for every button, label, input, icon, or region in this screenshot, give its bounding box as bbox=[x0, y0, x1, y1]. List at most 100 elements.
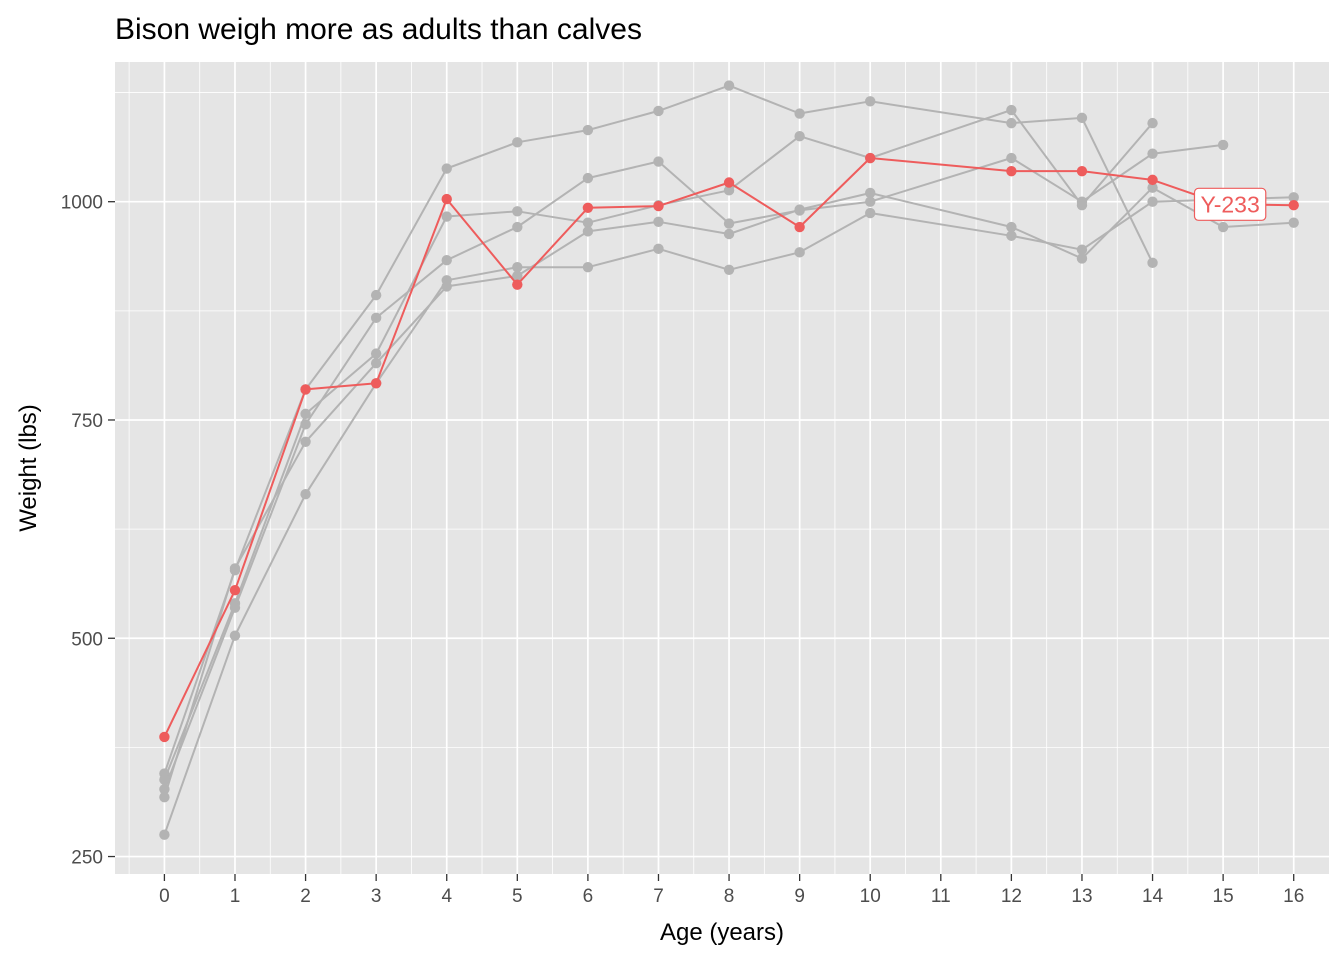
data-point bbox=[1147, 148, 1158, 159]
data-point bbox=[865, 96, 876, 107]
data-point bbox=[582, 172, 594, 184]
data-point bbox=[1076, 112, 1088, 124]
data-point bbox=[512, 137, 523, 148]
data-point bbox=[441, 275, 452, 286]
data-point bbox=[1076, 253, 1088, 264]
data-point bbox=[441, 211, 452, 222]
data-point bbox=[441, 254, 452, 266]
data-point bbox=[582, 217, 594, 228]
y-tick-label: 250 bbox=[71, 848, 103, 869]
data-point bbox=[1076, 244, 1088, 255]
data-point bbox=[723, 264, 735, 276]
data-point bbox=[512, 279, 523, 290]
series-layer bbox=[159, 80, 1299, 840]
series-line bbox=[163, 84, 1154, 774]
x-tick-label: 13 bbox=[1071, 886, 1092, 907]
y-axis-title: Weight (lbs) bbox=[15, 404, 42, 532]
y-tick-label: 500 bbox=[71, 629, 103, 650]
data-point bbox=[1006, 221, 1017, 233]
data-point bbox=[229, 602, 241, 613]
data-point bbox=[653, 243, 664, 255]
data-point bbox=[300, 419, 311, 430]
data-point bbox=[370, 348, 382, 359]
x-axis-title: Age (years) bbox=[660, 919, 784, 946]
series-line bbox=[163, 186, 1294, 798]
background-series bbox=[159, 139, 1229, 795]
x-tick-label: 2 bbox=[300, 886, 311, 907]
data-point bbox=[1147, 196, 1158, 207]
data-point bbox=[1006, 230, 1017, 241]
data-point bbox=[1076, 196, 1088, 207]
data-point bbox=[582, 124, 594, 136]
data-point bbox=[370, 358, 382, 369]
data-point bbox=[794, 108, 805, 119]
highlight-label-box bbox=[1193, 187, 1267, 221]
data-point bbox=[723, 185, 735, 196]
data-point bbox=[159, 731, 170, 743]
data-point bbox=[865, 196, 876, 207]
highlight-label: Y-233 bbox=[1200, 191, 1259, 217]
highlight-annotation: Y-233 bbox=[1193, 187, 1267, 221]
x-tick-label: 3 bbox=[371, 886, 382, 907]
data-point bbox=[582, 226, 594, 237]
data-point bbox=[1006, 117, 1017, 129]
chart-title: Bison weigh more as adults than calves bbox=[115, 13, 642, 46]
data-point bbox=[653, 216, 664, 227]
x-tick-label: 4 bbox=[441, 886, 452, 907]
data-point bbox=[1288, 192, 1299, 203]
data-point bbox=[865, 152, 876, 164]
data-point bbox=[159, 829, 170, 840]
x-tick-label: 11 bbox=[931, 886, 951, 907]
data-point bbox=[512, 261, 523, 273]
data-point bbox=[300, 408, 311, 420]
x-tick-label: 16 bbox=[1283, 886, 1304, 907]
data-point bbox=[1147, 117, 1158, 129]
data-point bbox=[582, 261, 594, 273]
data-point bbox=[300, 488, 311, 500]
data-point bbox=[370, 289, 382, 301]
data-point bbox=[441, 163, 452, 174]
data-point bbox=[1217, 221, 1229, 233]
data-point bbox=[370, 378, 382, 389]
series-line bbox=[163, 157, 1294, 738]
data-point bbox=[653, 156, 664, 167]
data-point bbox=[229, 630, 241, 641]
data-point bbox=[1147, 174, 1158, 186]
data-point bbox=[865, 207, 876, 219]
data-point bbox=[370, 312, 382, 324]
data-point bbox=[1288, 217, 1299, 228]
data-point bbox=[1147, 257, 1158, 269]
highlight-series bbox=[159, 152, 1299, 743]
background-series bbox=[159, 182, 1299, 803]
data-point bbox=[794, 131, 805, 142]
x-tick-label: 6 bbox=[583, 886, 594, 907]
x-tick-label: 15 bbox=[1213, 886, 1234, 907]
y-tick-label: 750 bbox=[71, 411, 103, 432]
data-point bbox=[229, 563, 241, 574]
data-point bbox=[300, 384, 311, 395]
data-point bbox=[794, 204, 805, 215]
data-point bbox=[441, 193, 452, 205]
data-point bbox=[1147, 182, 1158, 193]
data-point bbox=[723, 80, 735, 91]
background-series bbox=[159, 192, 1299, 840]
plot-panel bbox=[115, 62, 1329, 874]
data-point bbox=[1217, 139, 1229, 151]
data-point bbox=[512, 270, 523, 282]
data-point bbox=[1006, 165, 1017, 177]
y-tick-label: 1000 bbox=[61, 193, 103, 214]
x-tick-label: 5 bbox=[512, 886, 523, 907]
x-tick-label: 9 bbox=[794, 886, 805, 907]
data-point bbox=[653, 200, 664, 212]
data-point bbox=[229, 585, 241, 596]
x-tick-label: 0 bbox=[159, 886, 170, 907]
data-point bbox=[300, 436, 311, 448]
x-tick-label: 8 bbox=[724, 886, 735, 907]
data-point bbox=[1076, 165, 1088, 177]
data-point bbox=[794, 247, 805, 258]
data-point bbox=[723, 177, 735, 188]
x-tick-label: 10 bbox=[860, 886, 881, 907]
data-point bbox=[794, 221, 805, 233]
data-point bbox=[512, 221, 523, 233]
